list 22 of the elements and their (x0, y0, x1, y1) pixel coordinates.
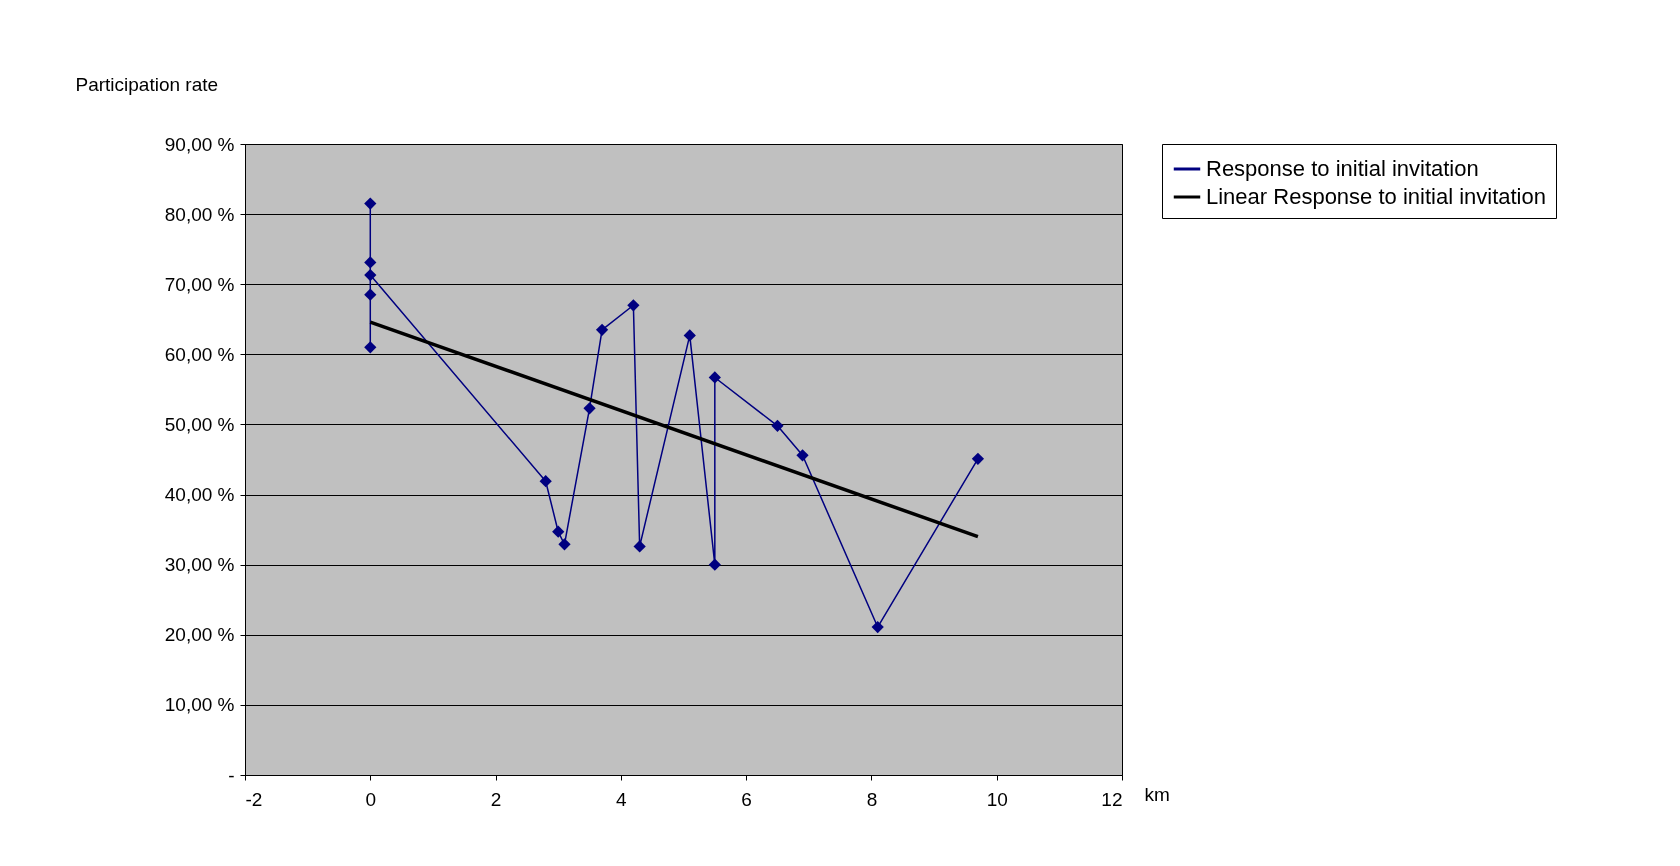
legend-label: Response to initial invitation (1206, 156, 1479, 181)
y-tick-label: 50,00 % (164, 413, 235, 435)
x-tick-label: 8 (866, 788, 878, 810)
x-tick-label: 2 (490, 788, 502, 810)
x-tick-label: 0 (365, 788, 377, 810)
x-tick-label: 4 (616, 788, 628, 810)
y-axis-title: Participation rate (75, 73, 219, 95)
y-tick-label: - (228, 764, 235, 786)
x-tick-label: 6 (741, 788, 752, 810)
x-tick-label: 10 (986, 788, 1008, 810)
x-axis-title: km (1144, 783, 1170, 805)
y-tick-label: 40,00 % (164, 484, 235, 506)
y-tick-label: 90,00 % (164, 133, 235, 155)
x-tick-label: -2 (245, 788, 263, 810)
y-tick-label: 80,00 % (164, 203, 235, 225)
y-tick-label: 30,00 % (164, 554, 235, 576)
x-tick-label: 12 (1101, 788, 1123, 810)
y-tick-label: 20,00 % (164, 624, 235, 646)
y-tick-label: 70,00 % (164, 273, 235, 295)
y-tick-label: 60,00 % (164, 343, 235, 365)
legend-label: Linear Response to initial invitation (1206, 184, 1546, 209)
y-tick-label: 10,00 % (164, 694, 235, 716)
